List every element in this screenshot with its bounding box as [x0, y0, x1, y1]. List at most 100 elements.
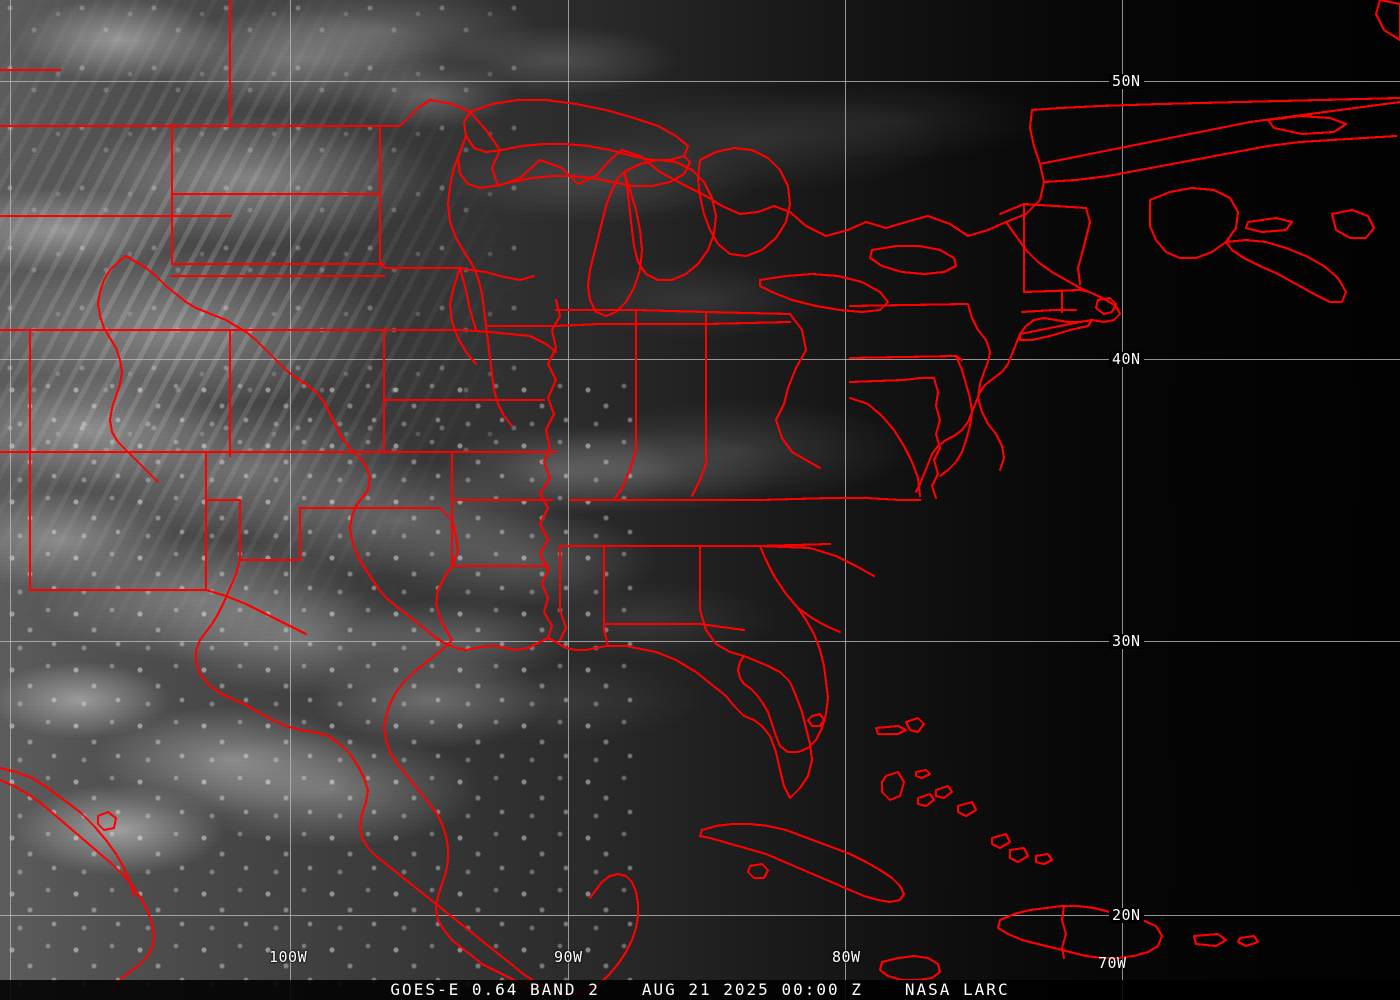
lon-label-70w: 70W [1098, 954, 1127, 972]
lat-label-40n: 40N [1109, 352, 1144, 367]
baja-california [0, 778, 156, 996]
caption-satellite: GOES-E [390, 980, 461, 999]
us-canada-border [0, 0, 232, 128]
cape-cod [1094, 296, 1118, 316]
baja-island [96, 810, 118, 832]
gridline-lon-70w [1122, 0, 1123, 1000]
nj-border [976, 370, 1006, 472]
puerto-rico [1192, 932, 1228, 948]
md-wv-border [848, 376, 936, 384]
cuba [698, 822, 906, 904]
lon-label-100w: 100W [269, 948, 308, 966]
nm-arizona [28, 328, 208, 592]
florida-peninsula [736, 606, 830, 754]
michigan-indiana [598, 320, 792, 326]
gridline-lat-50n [0, 81, 1400, 82]
gridline-lon-80w [845, 0, 846, 1000]
lon-label-90w: 90W [554, 948, 583, 966]
ny-vt-nh-north [998, 202, 1088, 216]
lat-label-50n: 50N [1109, 74, 1144, 89]
lat-label-20n: 20N [1109, 908, 1144, 923]
gridline-lat-40n [0, 359, 1400, 360]
lake-michigan [586, 170, 644, 318]
ne-ks-border [170, 328, 532, 454]
caption-time: 00:00 Z [781, 980, 863, 999]
michigan-lower-peninsula [622, 158, 718, 282]
gridline-lon-100w [290, 0, 291, 1000]
ms-al-border [602, 544, 610, 648]
gridline-lon-110w [10, 0, 11, 1000]
bahamas-inagua [1008, 846, 1030, 864]
image-caption-bar: GOES-E 0.64 BAND 2 AUG 21 2025 00:00 Z N… [0, 980, 1400, 1000]
sc-ga-border [758, 544, 842, 634]
lake-huron [696, 146, 792, 258]
bahamas-abaco [904, 716, 926, 734]
mexico-pacific-coast [96, 254, 160, 484]
bahamas-andros [880, 770, 906, 802]
wisconsin-illinois [484, 322, 602, 328]
caption-band: BAND 2 [530, 980, 600, 999]
wyoming-east [170, 122, 386, 266]
bahamas-mayaguana [990, 832, 1012, 850]
lake-ontario [868, 244, 958, 276]
yucatan-peninsula [558, 872, 640, 996]
va-nc-border [758, 496, 922, 502]
wisconsin-border [446, 134, 514, 428]
jamaica [878, 954, 942, 982]
gridline-lat-30n [0, 641, 1400, 642]
gridline-lon-90w [568, 0, 569, 1000]
nova-scotia [1224, 238, 1348, 304]
delmarva [938, 354, 974, 478]
michigan-upper-peninsula [456, 134, 692, 190]
ny-pa-border [848, 302, 988, 342]
gulf-of-california [0, 766, 136, 898]
turks-caicos [1034, 852, 1054, 866]
bahamas-exuma [916, 792, 936, 808]
texas-west-border [434, 518, 460, 642]
illinois-indiana [612, 308, 638, 502]
indiana-ohio [690, 310, 708, 498]
caption-source: NASA LARC [904, 980, 1010, 999]
al-fl-border [602, 622, 746, 632]
bahamas-eleuthera [914, 768, 932, 780]
bahamas-long-island [956, 800, 978, 818]
new-england-coast [914, 316, 1094, 494]
long-island [1018, 318, 1094, 342]
mississippi-river-border [538, 298, 562, 640]
convective-speckle-layer-south [0, 380, 640, 1000]
ontario-quebec-border [1004, 108, 1046, 224]
newfoundland-tip [1374, 0, 1400, 42]
quebec-boundary [1030, 96, 1400, 112]
minnesota-east [378, 192, 536, 282]
pa-south-border [848, 354, 964, 362]
texas-rio-grande [194, 558, 562, 994]
nd-sd-border [170, 192, 382, 266]
la-ms-border [558, 544, 568, 642]
wisconsin-minnesota [448, 266, 478, 366]
gulf-coastline-texas [124, 254, 550, 652]
st-lawrence-north [1038, 100, 1400, 166]
ok-tx-border [204, 498, 454, 562]
wv-va-border [848, 396, 922, 498]
caption-channel: 0.64 [471, 980, 519, 999]
lon-label-80w: 80W [832, 948, 861, 966]
tn-south-border [558, 542, 832, 548]
iowa-missouri [382, 328, 558, 354]
new-brunswick [1148, 186, 1240, 260]
great-lakes-border [228, 98, 1008, 238]
isla-juventud [746, 862, 770, 880]
bahamas-grand-bahama [874, 724, 908, 736]
hispaniola [996, 904, 1164, 960]
mexico-us-border-segment [204, 588, 308, 636]
nc-sc-border [758, 544, 876, 578]
lake-okeechobee [806, 712, 826, 728]
cape-breton [1330, 208, 1376, 240]
nh-maine-border [1076, 206, 1092, 286]
mexico-gulf-coast [382, 638, 546, 994]
atlantic-coastline [546, 636, 814, 800]
ma-ct-border [1022, 288, 1092, 294]
anticosti-island [1266, 114, 1348, 136]
puerto-rico-east [1236, 934, 1260, 948]
